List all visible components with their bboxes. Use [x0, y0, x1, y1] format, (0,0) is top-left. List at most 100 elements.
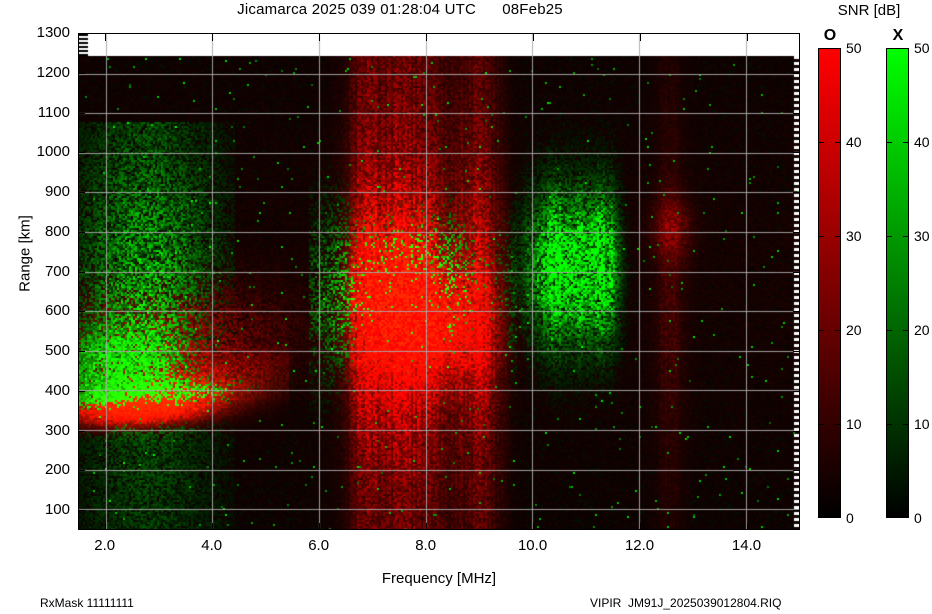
- y-tick-mark: [78, 430, 85, 432]
- y-tick-mark: [793, 231, 800, 233]
- y-tick-mark: [793, 271, 800, 273]
- y-tick-mark: [793, 192, 800, 194]
- y-tick-mark: [78, 351, 85, 353]
- x-tick-label: 12.0: [624, 537, 655, 554]
- colorbar-x-gradient[interactable]: [886, 48, 909, 518]
- colorbar-tick-mark: [835, 330, 841, 331]
- y-tick-label: 300: [44, 421, 70, 439]
- colorbar-tick-label: 50: [846, 40, 862, 56]
- colorbar-tick-label: 20: [846, 322, 862, 338]
- x-tick-label: 6.0: [308, 537, 330, 554]
- colorbar-tick-label: 0: [914, 510, 922, 526]
- x-tick-label: 8.0: [415, 537, 437, 554]
- x-tick-mark: [104, 523, 106, 530]
- y-tick-mark: [793, 430, 800, 432]
- y-axis-title: Range [km]: [16, 215, 34, 292]
- y-tick-mark: [78, 510, 85, 512]
- x-tick-mark: [104, 34, 106, 41]
- colorbar-tick-mark: [903, 424, 909, 425]
- y-tick-mark: [793, 152, 800, 154]
- y-tick-label: 1100: [37, 103, 70, 121]
- x-tick-mark: [639, 523, 641, 530]
- page-title: Jicamarca 2025 039 01:28:04 UTC 08Feb25: [237, 1, 563, 18]
- colorbar-tick-mark: [903, 142, 909, 143]
- colorbar-tick-label: 40: [846, 134, 862, 150]
- colorbar-tick-mark: [886, 236, 892, 237]
- y-tick-mark: [793, 112, 800, 114]
- colorbar-x-mode-label: X: [892, 27, 904, 44]
- x-tick-mark: [532, 523, 534, 530]
- ionogram-plot[interactable]: [78, 33, 800, 530]
- colorbar-tick-label: 0: [846, 510, 854, 526]
- y-tick-mark: [78, 470, 85, 472]
- colorbar-tick-mark: [818, 236, 824, 237]
- colorbar-tick-label: 30: [846, 228, 862, 244]
- colorbar-tick-label: 10: [914, 416, 930, 432]
- y-tick-mark: [793, 390, 800, 392]
- y-tick-label: 700: [44, 262, 70, 280]
- y-tick-mark: [793, 351, 800, 353]
- colorbar-tick-label: 20: [914, 322, 930, 338]
- y-tick-mark: [793, 470, 800, 472]
- colorbar-tick-mark: [886, 424, 892, 425]
- y-tick-label: 1300: [36, 24, 70, 41]
- ionogram-canvas: [79, 34, 799, 529]
- colorbar-tick-label: 50: [914, 40, 930, 56]
- colorbar-tick-mark: [818, 142, 824, 143]
- y-tick-label: 1000: [36, 143, 70, 161]
- x-tick-mark: [211, 523, 213, 530]
- y-tick-label: 200: [44, 461, 70, 479]
- y-tick-mark: [793, 311, 800, 313]
- y-tick-label: 1200: [36, 63, 70, 81]
- colorbar-tick-mark: [835, 424, 841, 425]
- colorbar-tick-label: 10: [846, 416, 862, 432]
- x-tick-mark: [425, 523, 427, 530]
- y-tick-label: 600: [44, 302, 70, 320]
- x-tick-label: 2.0: [94, 537, 116, 554]
- x-tick-mark: [532, 34, 534, 41]
- colorbar-tick-mark: [818, 424, 824, 425]
- y-tick-mark: [78, 72, 85, 74]
- colorbar-tick-mark: [835, 236, 841, 237]
- colorbar-tick-mark: [835, 142, 841, 143]
- y-tick-label: 100: [44, 501, 70, 519]
- x-tick-mark: [318, 34, 320, 41]
- y-tick-mark: [793, 72, 800, 74]
- x-tick-mark: [318, 523, 320, 530]
- colorbar-tick-mark: [903, 330, 909, 331]
- y-tick-mark: [78, 231, 85, 233]
- y-tick-label: 500: [44, 342, 70, 360]
- x-tick-mark: [639, 34, 641, 41]
- x-tick-label: 14.0: [731, 537, 762, 554]
- colorbar-o-gradient[interactable]: [818, 48, 841, 518]
- colorbar-tick-mark: [903, 236, 909, 237]
- colorbar-tick-mark: [886, 330, 892, 331]
- y-tick-mark: [78, 112, 85, 114]
- colorbar-tick-label: 30: [914, 228, 930, 244]
- x-tick-mark: [425, 34, 427, 41]
- x-tick-mark: [211, 34, 213, 41]
- y-tick-mark: [793, 33, 800, 34]
- y-tick-mark: [78, 271, 85, 273]
- colorbar-tick-mark: [886, 142, 892, 143]
- colorbar-header: SNR [dB]: [837, 2, 901, 19]
- y-tick-label: 900: [44, 183, 70, 201]
- y-tick-mark: [78, 390, 85, 392]
- rxmask-label: RxMask 11111111: [40, 596, 134, 610]
- source-file-label: VIPIR JM91J_2025039012804.RIQ: [590, 596, 782, 610]
- y-tick-mark: [78, 33, 85, 34]
- x-tick-mark: [746, 34, 748, 41]
- y-tick-mark: [78, 152, 85, 154]
- y-tick-label: 400: [44, 381, 70, 399]
- y-tick-mark: [78, 311, 85, 313]
- y-tick-mark: [78, 192, 85, 194]
- x-tick-label: 4.0: [201, 537, 223, 554]
- colorbar-o-mode-label: O: [823, 27, 837, 44]
- colorbar-tick-label: 40: [914, 134, 930, 150]
- x-tick-mark: [746, 523, 748, 530]
- y-tick-label: 800: [44, 222, 70, 240]
- colorbar-tick-mark: [818, 330, 824, 331]
- y-tick-mark: [793, 510, 800, 512]
- x-tick-label: 10.0: [517, 537, 548, 554]
- x-axis-title: Frequency [MHz]: [381, 570, 497, 587]
